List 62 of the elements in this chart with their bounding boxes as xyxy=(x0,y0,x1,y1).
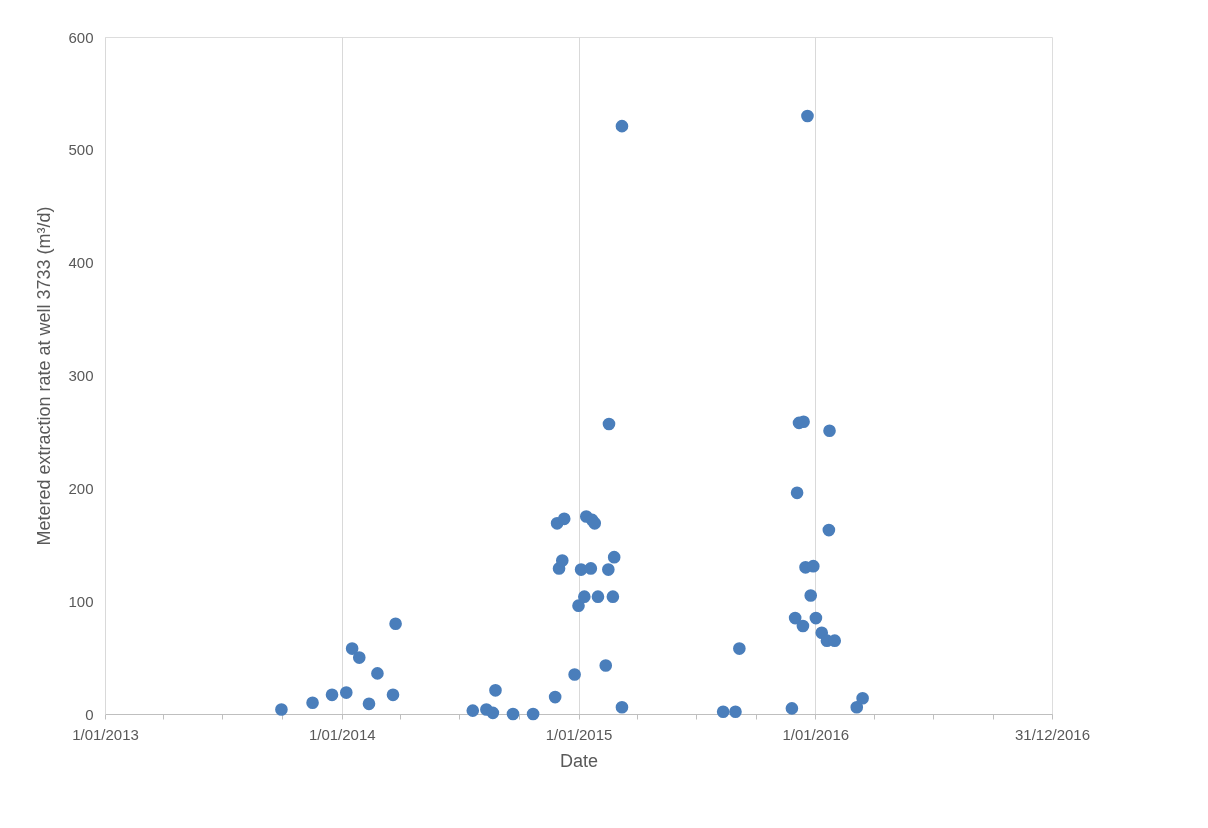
point xyxy=(801,109,814,123)
point xyxy=(588,517,602,530)
point xyxy=(572,599,585,612)
point xyxy=(386,688,400,702)
x-tick-label: 31/12/2016 xyxy=(1014,725,1091,743)
point xyxy=(797,415,810,429)
y-axis-title: Metered extraction rate at well 3733 (m³/d) xyxy=(34,206,55,546)
point xyxy=(555,554,569,567)
point xyxy=(371,667,384,680)
point xyxy=(584,562,598,575)
point xyxy=(729,705,742,719)
x-tick-label: 1/01/2015 xyxy=(545,725,613,743)
point xyxy=(526,707,540,721)
y-tick-label: 500 xyxy=(68,141,94,159)
y-tick-label: 100 xyxy=(68,592,94,610)
point xyxy=(275,703,288,716)
point xyxy=(489,683,502,697)
point xyxy=(850,700,864,714)
point xyxy=(599,659,613,672)
point xyxy=(306,696,319,710)
point xyxy=(809,611,823,625)
point xyxy=(352,651,366,664)
point xyxy=(602,417,616,431)
point xyxy=(591,590,605,603)
point xyxy=(822,523,836,537)
point xyxy=(568,668,581,681)
point xyxy=(548,690,562,704)
point xyxy=(389,617,402,631)
point xyxy=(345,642,359,655)
point xyxy=(733,642,746,655)
point xyxy=(788,611,802,625)
y-tick-label: 300 xyxy=(68,367,94,384)
x-tick-label: 1/01/2016 xyxy=(782,725,850,743)
point xyxy=(856,691,869,705)
point xyxy=(486,706,500,720)
y-tick-label: 600 xyxy=(68,28,94,46)
point xyxy=(785,702,799,715)
point xyxy=(578,590,591,603)
point xyxy=(466,704,480,717)
x-tick-label: 1/01/2014 xyxy=(308,725,376,743)
point xyxy=(828,634,842,647)
point xyxy=(607,550,621,564)
point xyxy=(790,486,804,500)
point xyxy=(506,707,520,721)
y-tick-label: 200 xyxy=(68,479,94,497)
y-tick-label: 0 xyxy=(85,705,94,723)
x-tick-label: 1/01/2013 xyxy=(72,725,139,743)
point xyxy=(602,563,615,576)
y-tick-label: 400 xyxy=(68,254,94,272)
x-axis-title: Date xyxy=(559,750,599,771)
point xyxy=(823,424,836,438)
point xyxy=(606,590,620,603)
point xyxy=(325,688,339,702)
point xyxy=(615,119,629,133)
point xyxy=(557,512,571,526)
point xyxy=(362,697,376,711)
point xyxy=(615,700,629,714)
point xyxy=(716,705,730,719)
point xyxy=(806,559,820,573)
point xyxy=(339,686,353,699)
point xyxy=(796,619,810,633)
point xyxy=(804,589,818,602)
